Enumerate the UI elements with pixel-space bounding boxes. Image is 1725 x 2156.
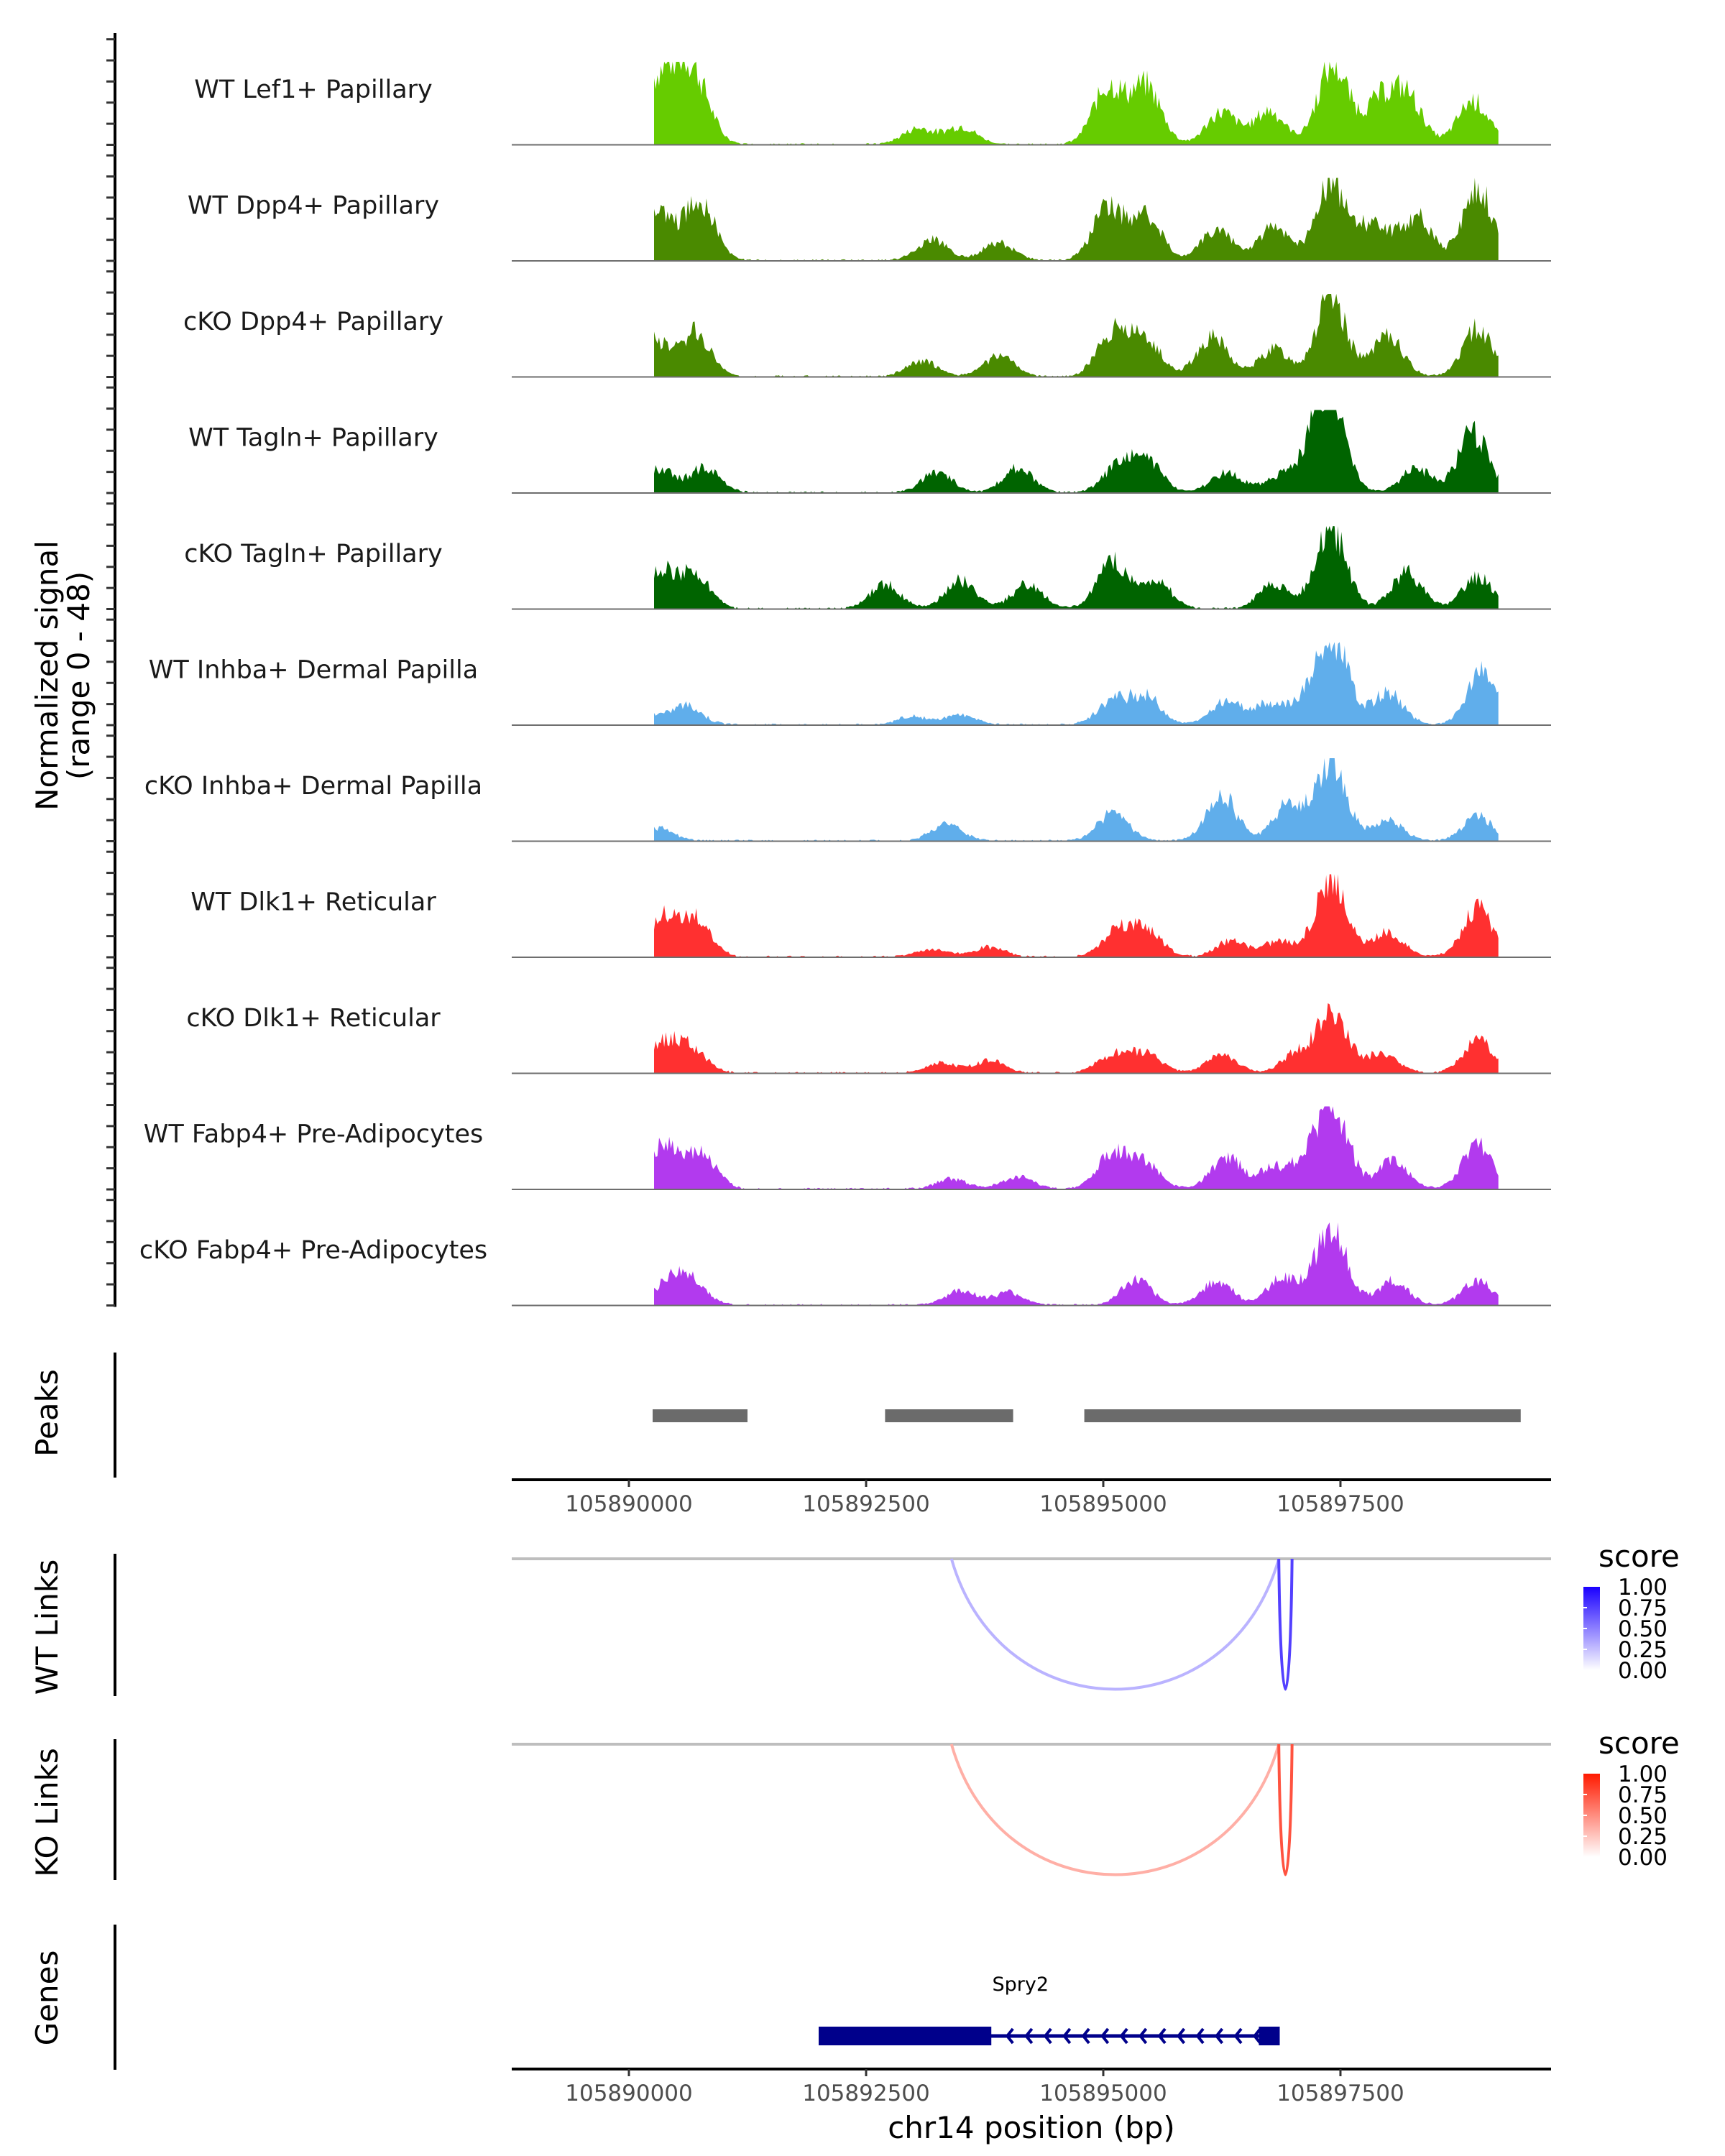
x-tick-label: 105892500: [802, 2081, 930, 2106]
strand-arrow: [1195, 2027, 1205, 2045]
strand-arrow: [1005, 2027, 1014, 2045]
genes-label: Genes: [29, 1950, 65, 2046]
link-arc: [949, 1558, 1281, 1691]
legend-tick-label: 0.00: [1618, 1845, 1668, 1871]
strand-arrow: [1176, 2027, 1186, 2045]
y-axis-title-line2: (range 0 - 48): [61, 571, 96, 780]
track-label: WT Tagln+ Papillary: [188, 424, 438, 453]
coverage-y-axis: [106, 33, 116, 1307]
wt-links-arcs: [512, 1557, 1551, 1691]
x-tick-label: 105897500: [1276, 2081, 1404, 2106]
track-label: WT Dpp4+ Papillary: [188, 192, 439, 221]
track-label: WT Dlk1+ Reticular: [190, 888, 436, 917]
strand-arrow: [1062, 2027, 1072, 2045]
ko-links-arcs: [512, 1743, 1551, 1876]
x-tick-label: 105897500: [1276, 1491, 1404, 1517]
strand-arrow: [1252, 2027, 1262, 2045]
legend-colorbar: [1583, 1587, 1600, 1670]
coverage-area: [654, 1003, 1499, 1074]
track-label: cKO Fabp4+ Pre-Adipocytes: [139, 1236, 487, 1265]
coverage-tracks: WT Lef1+ Papillary WT Dpp4+ Papillary cKO …: [139, 62, 1551, 1307]
peak-bar: [653, 1409, 748, 1422]
coverage-y-axis-title: Normalized signal (range 0 - 48): [29, 540, 96, 811]
y-axis-title-line1: Normalized signal: [29, 540, 65, 811]
wt-links-label: WT Links: [29, 1560, 65, 1695]
strand-arrow: [1233, 2027, 1243, 2045]
legend-tick-label: 1.00: [1618, 1575, 1668, 1600]
legend-tick-label: 0.50: [1618, 1803, 1668, 1829]
link-arc: [1277, 1743, 1294, 1876]
legend-colorbar: [1583, 1774, 1600, 1857]
track-label: WT Fabp4+ Pre-Adipocytes: [144, 1120, 483, 1149]
gene-exon: [1259, 2027, 1280, 2045]
x-tick-label: 105895000: [1039, 1491, 1167, 1517]
legend-tick-label: 0.50: [1618, 1616, 1668, 1642]
link-arc: [949, 1743, 1281, 1876]
gene-models: Spry2: [819, 1973, 1280, 2045]
legend-tick-label: 0.75: [1618, 1595, 1668, 1621]
peaks-x-axis: 105890000 105892500 105895000 105897500: [512, 1478, 1551, 1517]
link-arc: [1277, 1558, 1294, 1691]
strand-arrow: [1119, 2027, 1128, 2045]
peak-bar: [1084, 1409, 1521, 1422]
peaks-panel: Peaks 105890000 105892500 105895000 1058975…: [29, 1353, 1551, 1517]
x-tick-label: 105890000: [565, 1491, 693, 1517]
ko-links-label: KO Links: [29, 1748, 65, 1877]
genes-panel: Genes Spry2 105890000 105892500 105895000 1…: [29, 1925, 1551, 2145]
legend-tick-label: 0.25: [1618, 1637, 1668, 1663]
coverage-area: [654, 410, 1499, 493]
strand-arrow: [1081, 2027, 1090, 2045]
strand-arrow: [1138, 2027, 1148, 2045]
legend-tick-label: 1.00: [1618, 1761, 1668, 1787]
coverage-area: [654, 62, 1499, 145]
x-tick-label: 105895000: [1039, 2081, 1167, 2106]
coverage-area: [654, 178, 1499, 261]
coverage-area: [654, 758, 1499, 842]
genes-x-axis: 105890000 105892500 105895000 105897500: [512, 2068, 1551, 2106]
track-label: cKO Tagln+ Papillary: [184, 540, 443, 568]
track-label: WT Inhba+ Dermal Papilla: [149, 656, 478, 685]
coverage-area: [654, 1106, 1499, 1189]
legend-tick-label: 0.25: [1618, 1824, 1668, 1850]
coverage-area: [654, 642, 1499, 725]
strand-arrow: [1157, 2027, 1167, 2045]
coverage-area: [654, 294, 1499, 377]
track-label: cKO Dpp4+ Papillary: [183, 308, 443, 336]
x-tick-label: 105892500: [802, 1491, 930, 1517]
strand-arrow: [1100, 2027, 1110, 2045]
gene-exon: [819, 2027, 992, 2045]
peaks-label: Peaks: [29, 1369, 65, 1457]
legend-title: score: [1598, 1726, 1680, 1761]
legend-tick-label: 0.75: [1618, 1782, 1668, 1808]
strand-arrow: [1024, 2027, 1034, 2045]
track-label: cKO Inhba+ Dermal Papilla: [144, 772, 482, 801]
strand-arrow: [1214, 2027, 1224, 2045]
gene-label: Spry2: [992, 1973, 1049, 1996]
track-label: cKO Dlk1+ Reticular: [186, 1004, 441, 1033]
x-axis-title: chr14 position (bp): [888, 2110, 1175, 2145]
legend-title: score: [1598, 1539, 1680, 1574]
peak-bar: [885, 1409, 1013, 1422]
legend-tick-label: 0.00: [1618, 1658, 1668, 1684]
track-label: WT Lef1+ Papillary: [194, 75, 433, 104]
strand-arrow: [1043, 2027, 1052, 2045]
coverage-area: [654, 526, 1499, 609]
coverage-area: [654, 1222, 1499, 1306]
x-tick-label: 105890000: [565, 2081, 693, 2106]
peak-bars: [653, 1409, 1521, 1422]
coverage-area: [654, 874, 1499, 957]
